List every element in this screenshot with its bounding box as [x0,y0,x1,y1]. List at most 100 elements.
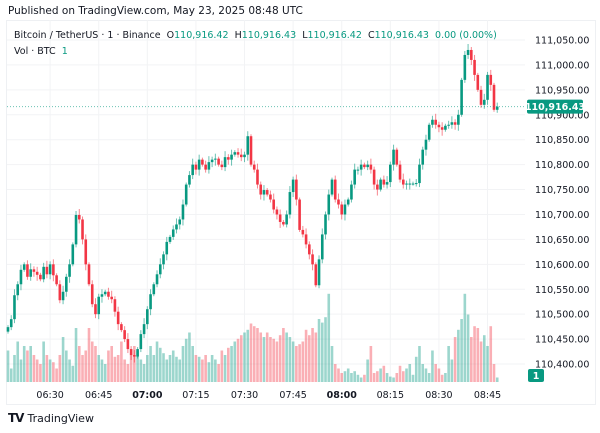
candle-body [256,169,259,185]
volume-bar [65,350,68,382]
candle-body [453,122,457,125]
volume-bar [230,346,233,382]
volume-bar [418,346,421,382]
candle-body [285,214,288,225]
candle-body [356,169,360,171]
candle-body [473,59,476,75]
open-value: 110,916.42 [174,30,229,41]
volume-bar [291,341,295,382]
tv-logo-icon: TV [8,411,25,425]
candle-body [19,269,23,285]
candle-body [369,164,373,170]
candle-body [363,164,366,168]
volume-bar [149,346,152,382]
candle-body [308,244,311,255]
candle-body [249,136,253,165]
candle-body [201,159,204,165]
x-tick-label: 08:45 [474,390,501,401]
volume-bar [227,347,230,382]
volume-bar [158,347,162,382]
volume-bar [181,346,185,382]
candle-body [269,194,272,200]
volume-bar [55,368,58,382]
candle-body [149,294,152,310]
volume-bar [90,341,94,382]
volume-bar [395,373,399,382]
volume-bar [194,355,198,382]
candle-body [262,190,266,195]
y-tick-label: 110,750.00 [535,185,589,196]
candle-body [304,234,308,245]
y-tick-label: 110,850.00 [535,135,589,146]
candle-body [421,149,425,165]
open-label: O [166,30,175,41]
symbol-label[interactable]: Bitcoin / TetherUS · 1 · Binance [14,30,161,41]
volume-label[interactable]: Vol · BTC [14,46,56,57]
y-tick-label: 110,400.00 [535,360,589,371]
candle-body [16,284,20,296]
volume-bar [343,371,347,382]
volume-bar [136,350,139,382]
candle-body [376,184,379,190]
candle-body [155,274,159,285]
volume-bar [431,350,434,382]
volume-bar [333,364,337,382]
volume-bar [282,328,285,382]
candle-body [68,264,71,277]
x-tick-label: 06:45 [85,390,112,401]
candle-body [298,199,301,230]
volume-bar [392,377,395,382]
candle-body [239,154,243,158]
volume-bar [288,337,292,382]
candle-body [116,311,120,325]
candle-body [482,99,486,105]
volume-bar [259,332,263,382]
candle-body [495,106,499,110]
candle-body [81,219,84,240]
candle-body [45,266,49,275]
tradingview-logo[interactable]: TV TradingView [8,411,94,425]
candle-body [330,179,334,195]
candle-body [486,74,489,100]
volume-bar [110,346,113,382]
candle-body [139,334,143,350]
volume-bar [184,338,188,382]
candle-body [65,276,68,292]
volume-bar [246,329,250,382]
candle-body [136,349,139,357]
y-tick-label: 110,950.00 [535,85,589,96]
volume-bar [466,314,470,382]
volume-bar [191,346,194,382]
candle-body [6,327,10,332]
volume-bar [113,356,117,382]
x-tick-label: 07:00 [132,390,163,401]
volume-bar [401,371,405,382]
candle-body [42,266,45,280]
chart-frame [6,20,596,405]
candle-body [392,149,395,165]
y-tick-label: 110,500.00 [535,310,589,321]
candle-body [259,184,263,195]
volume-bar [427,373,431,382]
candle-body [146,309,149,325]
low-value: 110,916.42 [307,30,362,41]
candle-body [129,349,133,356]
volume-bar [363,374,366,382]
candle-body [233,152,237,155]
candle-body [142,324,146,335]
candle-body [466,49,470,55]
candle-body [178,219,182,225]
candle-body [401,179,405,185]
volume-bar [308,335,311,382]
volume-bar [68,359,71,382]
candle-body [58,284,62,301]
candle-body [353,169,356,185]
volume-bar [19,359,23,382]
volume-bar [482,335,486,382]
volume-bar [162,353,165,382]
candle-body [311,254,314,265]
volume-bar [9,368,13,382]
volume-bar [223,355,227,382]
volume-bar [13,355,16,382]
